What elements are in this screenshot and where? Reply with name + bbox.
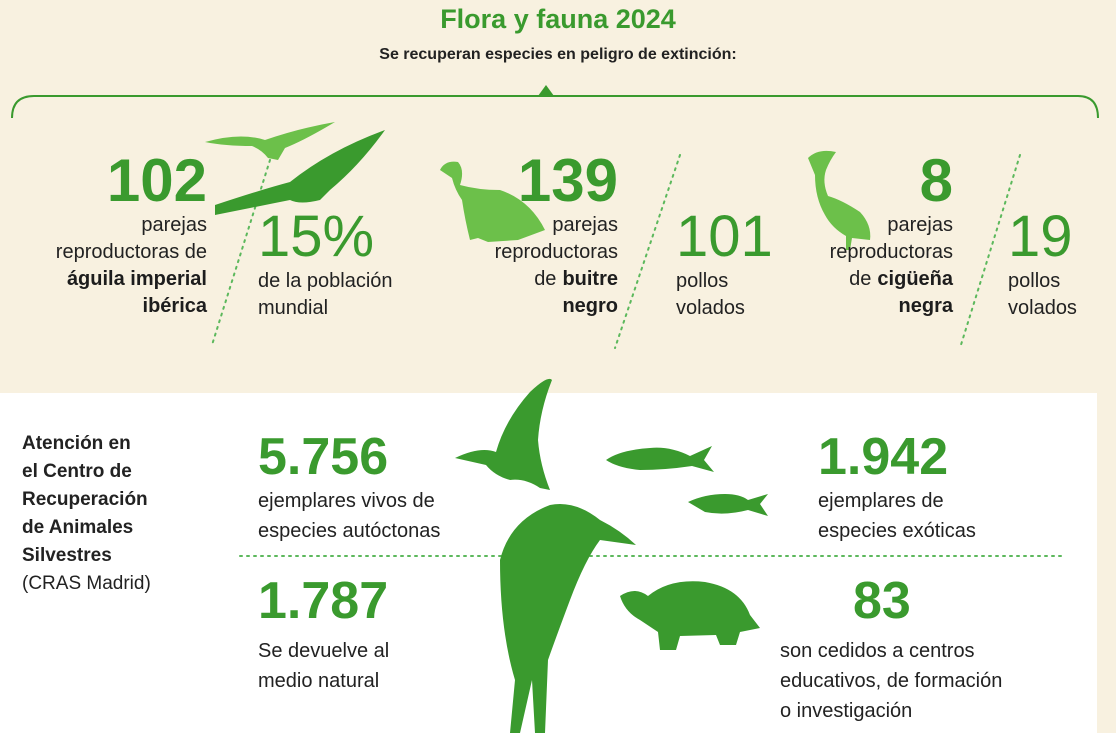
stat-number: 8 — [830, 150, 953, 212]
stat-line: de buitre — [495, 266, 618, 293]
title: Flora y fauna 2024 — [0, 4, 1116, 35]
cras-line: educativos, de formación — [780, 666, 1002, 696]
species-name: cigüeña — [877, 268, 953, 290]
cras-number: 1.942 — [818, 428, 976, 486]
bracket — [12, 96, 1098, 118]
bracket-pointer — [538, 85, 554, 96]
stat-text: reproductoras de — [56, 241, 207, 263]
cras-line: medio natural — [258, 666, 389, 696]
stat-text: parejas — [141, 214, 207, 236]
heading-line: de Animales — [22, 514, 151, 542]
stat-number: 19 — [1008, 206, 1077, 268]
stat-line: reproductoras — [495, 239, 618, 266]
cras-line: o investigación — [780, 696, 1002, 726]
heading-line: Atención en — [22, 430, 151, 458]
cras-line: especies exóticas — [818, 516, 976, 546]
cras-line: especies autóctonas — [258, 516, 440, 546]
stat-line: ibérica — [56, 293, 207, 320]
stat: 15%de la población mundial — [258, 206, 393, 322]
cras-number: 5.756 — [258, 428, 440, 486]
stat-line: de la población — [258, 268, 393, 295]
stat-number: 101 — [676, 206, 773, 268]
stat-number: 102 — [56, 150, 207, 212]
stat-text: pollos — [676, 270, 728, 292]
stat-line: pollos — [1008, 268, 1077, 295]
stat-line: águila imperial — [56, 266, 207, 293]
stat-text: pollos — [1008, 270, 1060, 292]
stat-text: reproductoras — [830, 241, 953, 263]
divider — [615, 155, 680, 348]
species-name: negro — [562, 295, 618, 317]
stat-line: reproductoras — [830, 239, 953, 266]
heading-line: Silvestres — [22, 542, 151, 570]
stat-text: reproductoras — [495, 241, 618, 263]
stat-line: negro — [495, 293, 618, 320]
cras-line: ejemplares de — [818, 486, 976, 516]
stat-text: volados — [676, 297, 745, 319]
stat-line: parejas — [495, 212, 618, 239]
stat-line: parejas — [830, 212, 953, 239]
heading-note: (CRAS Madrid) — [22, 570, 151, 598]
stat-number: 139 — [495, 150, 618, 212]
species-name: águila imperial — [67, 268, 207, 290]
species-name: buitre — [562, 268, 618, 290]
stat-line: parejas — [56, 212, 207, 239]
cras-number: 1.787 — [258, 572, 389, 630]
species-name: negra — [899, 295, 953, 317]
stat-text: volados — [1008, 297, 1077, 319]
cras-line: son cedidos a centros — [780, 636, 1002, 666]
heading-line: el Centro de — [22, 458, 151, 486]
heading-line: Recuperación — [22, 486, 151, 514]
species-name: ibérica — [143, 295, 207, 317]
stat-line: mundial — [258, 295, 393, 322]
stat-text: parejas — [887, 214, 953, 236]
cras-number: 83 — [853, 572, 1002, 630]
stat-line: negra — [830, 293, 953, 320]
stat-text: parejas — [552, 214, 618, 236]
stat-text: mundial — [258, 297, 328, 319]
stat-line: reproductoras de — [56, 239, 207, 266]
stat-line: pollos — [676, 268, 773, 295]
cras-line: Se devuelve al — [258, 636, 389, 666]
stat-line: volados — [1008, 295, 1077, 322]
cras-line: ejemplares vivos de — [258, 486, 440, 516]
stat-number: 15% — [258, 206, 393, 268]
infographic: Flora y fauna 2024 Se recuperan especies… — [0, 0, 1116, 733]
stat-text: de — [534, 268, 556, 290]
stat-text: de la población — [258, 270, 393, 292]
stat-line: de cigüeña — [830, 266, 953, 293]
stat-line: volados — [676, 295, 773, 322]
eagle-small — [205, 122, 335, 160]
stat-text: de — [849, 268, 871, 290]
subtitle: Se recuperan especies en peligro de exti… — [0, 46, 1116, 64]
